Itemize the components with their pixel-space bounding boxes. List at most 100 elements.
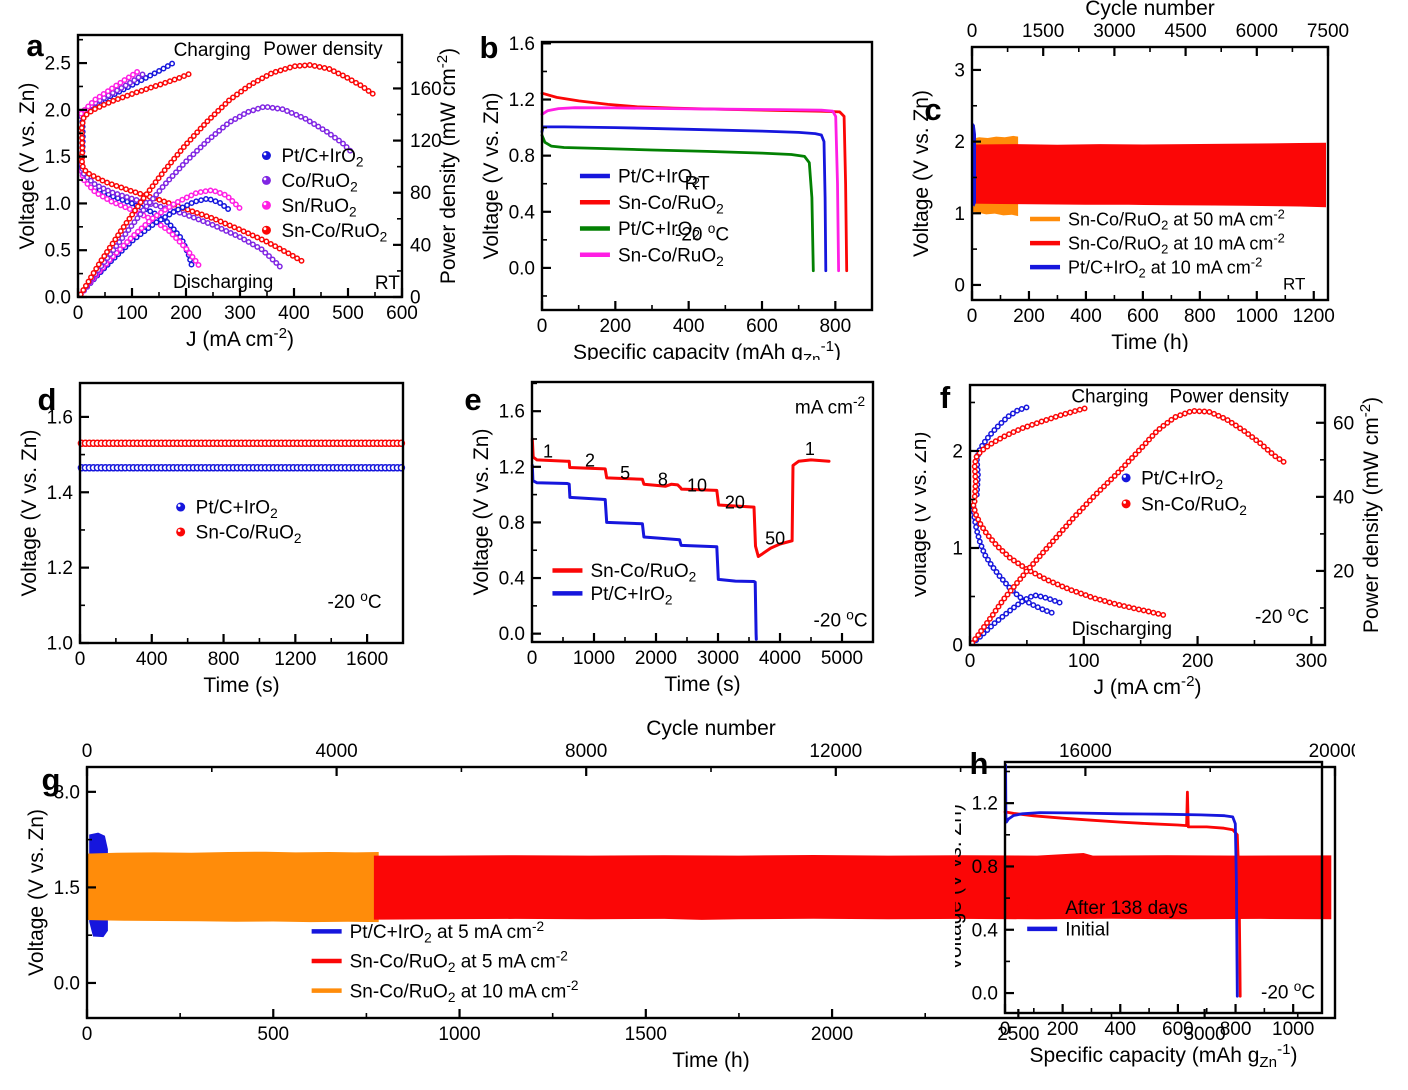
svg-text:3000: 3000: [1093, 21, 1135, 42]
svg-text:1000: 1000: [1272, 1019, 1314, 1040]
svg-text:5000: 5000: [821, 648, 863, 669]
svg-text:1.2: 1.2: [509, 90, 535, 111]
svg-text:120: 120: [410, 131, 442, 152]
svg-text:2: 2: [585, 450, 595, 470]
svg-text:Sn-Co/RuO2: Sn-Co/RuO2: [1141, 494, 1247, 518]
svg-text:a: a: [26, 28, 44, 63]
svg-text:1200: 1200: [1293, 306, 1335, 327]
svg-text:20: 20: [725, 493, 745, 513]
svg-text:3: 3: [954, 60, 965, 81]
svg-text:600: 600: [1162, 1019, 1194, 1040]
panel-f-chart: 0 100 200 300 J (mA cm-2) 0 1 2 Voltage (V vs. Z…: [915, 380, 1383, 699]
svg-text:mA cm-2: mA cm-2: [795, 394, 865, 418]
svg-text:20: 20: [1333, 561, 1354, 582]
svg-text:1000: 1000: [438, 1024, 480, 1045]
svg-text:Time (s): Time (s): [203, 674, 279, 697]
svg-text:Sn-Co/RuO2 at 50 mA cm-2: Sn-Co/RuO2 at 50 mA cm-2: [1068, 207, 1285, 233]
svg-text:Voltage (V vs. Zn): Voltage (V vs. Zn): [915, 432, 931, 599]
svg-text:1.0: 1.0: [45, 194, 71, 215]
svg-text:3000: 3000: [697, 648, 739, 669]
panel-e-axes: 0 1000 2000 3000 4000 5000 Time (s) 0.0 0.4 0.8 1.…: [470, 380, 875, 696]
svg-text:200: 200: [1182, 651, 1214, 672]
svg-text:400: 400: [136, 649, 168, 670]
svg-text:Initial: Initial: [1065, 920, 1109, 941]
svg-text:Power density (mW cm-2): Power density (mW cm-2): [434, 48, 460, 284]
svg-text:Sn-Co/RuO2: Sn-Co/RuO2: [590, 561, 696, 585]
svg-text:Pt/C+IrO2: Pt/C+IrO2: [590, 584, 672, 608]
panel-c-axes: 0 200 400 600 800 1000 1200 Time (h) 0 1 2 3 Voltage…: [910, 0, 1349, 352]
panel-c-legend: Sn-Co/RuO2 at 50 mA cm-2Sn-Co/RuO2 at 10…: [1030, 207, 1285, 281]
svg-text:Discharging: Discharging: [1072, 619, 1172, 640]
legend-marker-icon: [1121, 473, 1131, 483]
svg-text:-20 oC: -20 oC: [328, 589, 382, 613]
svg-text:-20 oC: -20 oC: [814, 607, 868, 631]
svg-text:500: 500: [257, 1024, 289, 1045]
svg-text:1: 1: [954, 204, 965, 225]
svg-text:Cycle number: Cycle number: [1085, 0, 1215, 20]
svg-text:Voltage (V vs. Zn): Voltage (V vs. Zn): [910, 90, 933, 257]
svg-text:0: 0: [410, 288, 421, 309]
svg-text:Specific capacity (mAh gZn-1): Specific capacity (mAh gZn-1): [1029, 1041, 1297, 1071]
svg-text:d: d: [38, 382, 57, 417]
svg-text:1.6: 1.6: [499, 402, 525, 423]
legend-marker-icon: [176, 527, 186, 537]
svg-text:2.5: 2.5: [45, 54, 71, 75]
svg-text:Pt/C+IrO2 at 10 mA cm-2: Pt/C+IrO2 at 10 mA cm-2: [1068, 255, 1262, 281]
svg-text:300: 300: [1295, 651, 1327, 672]
svg-text:Voltage (V vs. Zn): Voltage (V vs. Zn): [18, 430, 41, 597]
svg-text:-20 oC: -20 oC: [1255, 604, 1309, 628]
svg-text:40: 40: [410, 235, 431, 256]
series-pt-c-iro2: [530, 463, 758, 641]
svg-text:Power density (mW cm-2): Power density (mW cm-2): [1357, 397, 1383, 633]
svg-text:1.4: 1.4: [47, 483, 74, 504]
series-sn-co-ruo2: [77, 439, 406, 448]
svg-text:1.2: 1.2: [499, 457, 525, 478]
svg-text:Cycle number: Cycle number: [646, 718, 776, 740]
svg-text:160: 160: [410, 79, 442, 100]
panel-d: 0 400 800 1200 1600 Time (s) 1.0 1.2 1.4 1.6 Volta…: [15, 368, 425, 710]
svg-text:2.0: 2.0: [45, 100, 71, 121]
svg-text:RT: RT: [685, 173, 710, 194]
svg-text:Time (s): Time (s): [664, 673, 740, 696]
panel-c-annotations: RT: [1283, 275, 1305, 294]
svg-text:Voltage (V vs. Zn): Voltage (V vs. Zn): [480, 93, 503, 260]
series-sn-co-ruo2-power: [969, 408, 1287, 647]
svg-text:0.0: 0.0: [509, 258, 535, 279]
legend-marker-icon: [261, 175, 271, 185]
svg-text:f: f: [940, 380, 951, 415]
svg-text:2000: 2000: [811, 1024, 853, 1045]
svg-text:Time (h): Time (h): [672, 1049, 749, 1072]
svg-text:10: 10: [687, 475, 707, 495]
svg-text:0: 0: [527, 648, 538, 669]
panel-f-series: [969, 404, 1287, 647]
svg-text:600: 600: [386, 303, 418, 324]
svg-text:4000: 4000: [759, 648, 801, 669]
svg-text:0.4: 0.4: [972, 920, 999, 941]
svg-text:8: 8: [658, 470, 668, 490]
band-sn-co-ruo2-10ma-band: [972, 142, 1326, 208]
svg-text:0: 0: [73, 303, 84, 324]
svg-text:800: 800: [819, 316, 851, 337]
svg-text:4500: 4500: [1164, 21, 1206, 42]
svg-text:0: 0: [82, 1024, 93, 1045]
panel-g-legend: Pt/C+IrO2 at 5 mA cm-2Sn-Co/RuO2 at 5 mA…: [311, 919, 578, 1005]
svg-text:Specific capacity (mAh gZn-1): Specific capacity (mAh gZn-1): [573, 338, 841, 360]
svg-text:5: 5: [620, 463, 630, 483]
svg-text:Co/RuO2: Co/RuO2: [281, 171, 357, 195]
panel-f-annotations: Charging Power density Discharging -20 oC: [1071, 387, 1309, 640]
svg-text:200: 200: [1013, 306, 1045, 327]
svg-text:0.8: 0.8: [972, 857, 998, 878]
svg-text:1000: 1000: [573, 648, 615, 669]
panel-d-series: [77, 439, 406, 472]
svg-text:1500: 1500: [625, 1024, 667, 1045]
svg-text:Pt/C+IrO2: Pt/C+IrO2: [1141, 468, 1223, 492]
svg-text:Voltage (V vs. Zn): Voltage (V vs. Zn): [955, 804, 966, 971]
panel-c-chart: 0 200 400 600 800 1000 1200 Time (h) 0 1 2 3 Voltage…: [910, 0, 1349, 352]
